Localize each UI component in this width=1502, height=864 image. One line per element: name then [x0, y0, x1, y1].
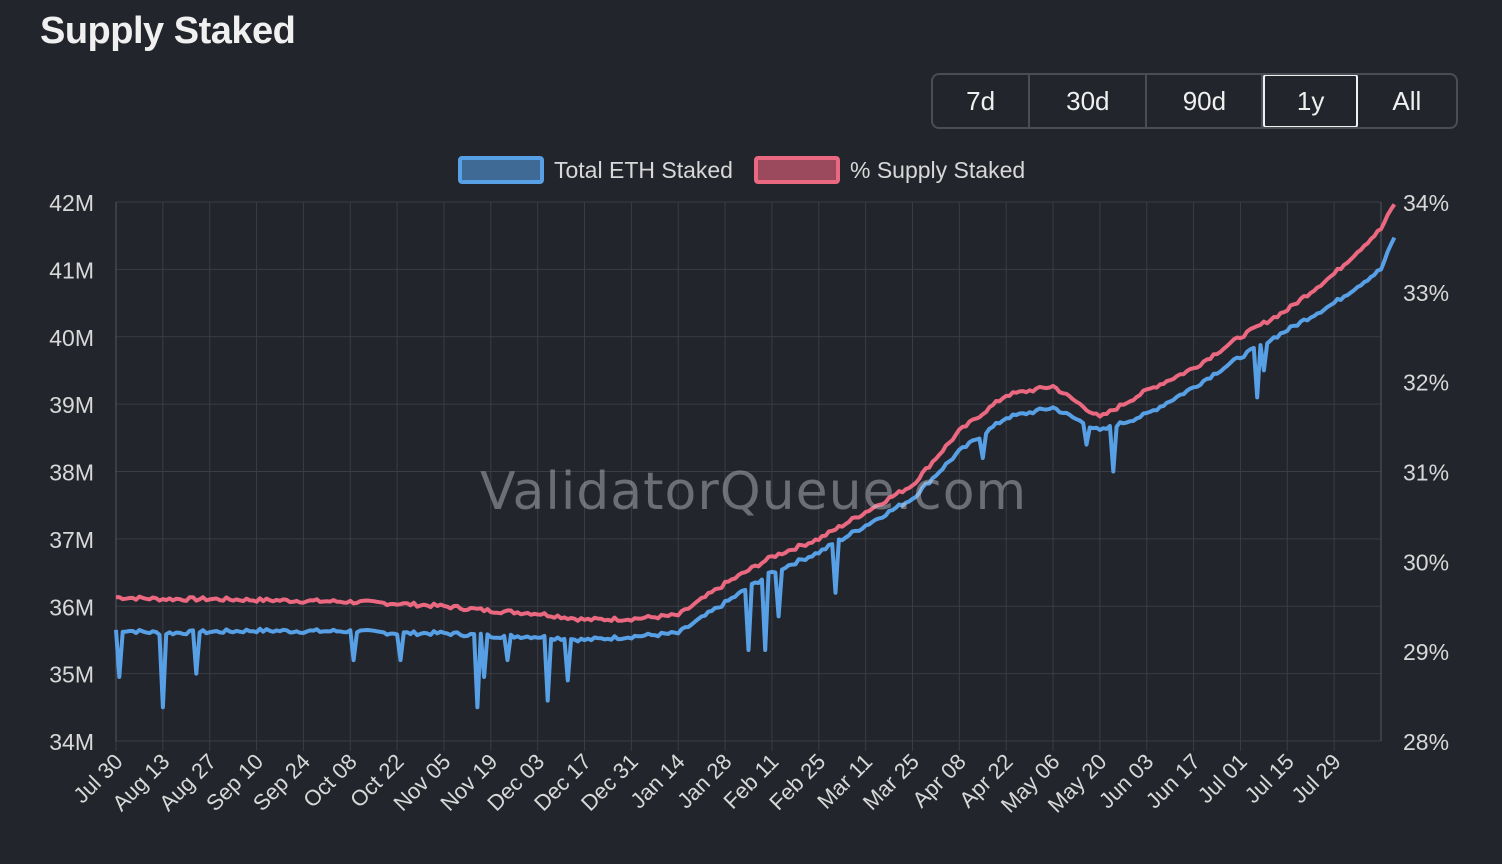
range-button-7d[interactable]: 7d — [933, 75, 1031, 127]
legend-swatch — [754, 156, 840, 184]
range-button-1y[interactable]: 1y — [1263, 75, 1358, 127]
y-left-tick-label: 40M — [49, 325, 94, 351]
legend-swatch — [458, 156, 544, 184]
y-right-tick-label: 29% — [1403, 639, 1449, 665]
x-tick-label: Jun 17 — [1141, 749, 1205, 813]
y-right-tick-label: 31% — [1403, 460, 1449, 486]
range-button-90d[interactable]: 90d — [1147, 75, 1264, 127]
y-right-tick-label: 33% — [1403, 280, 1449, 306]
range-button-30d[interactable]: 30d — [1030, 75, 1148, 127]
y-right-tick-label: 28% — [1403, 729, 1449, 755]
page-title: Supply Staked — [40, 10, 296, 52]
y-left-tick-label: 35M — [49, 662, 94, 688]
legend-label: Total ETH Staked — [554, 157, 733, 183]
y-left-tick-label: 37M — [49, 527, 94, 553]
y-right-tick-label: 32% — [1403, 370, 1449, 396]
x-tick-label: Jul 15 — [1240, 749, 1299, 808]
range-button-all[interactable]: All — [1392, 85, 1422, 116]
x-tick-label: Jul 29 — [1286, 749, 1345, 808]
y-left-tick-label: 38M — [49, 460, 94, 486]
y-left-tick-label: 42M — [49, 190, 94, 216]
y-left-tick-label: 34M — [49, 729, 94, 755]
y-left-tick-label: 39M — [49, 392, 94, 418]
y-right-tick-label: 34% — [1403, 190, 1449, 216]
x-tick-label: Jul 01 — [1193, 749, 1252, 808]
series-line-total-eth — [114, 236, 1397, 710]
y-left-tick-label: 41M — [49, 257, 94, 283]
legend-label: % Supply Staked — [850, 157, 1025, 183]
series-line-supply-pct — [115, 203, 1397, 623]
y-left-tick-label: 36M — [49, 594, 94, 620]
range-selector: 7d 30d 90d 1y All — [931, 73, 1458, 129]
y-right-tick-label: 30% — [1403, 549, 1449, 575]
